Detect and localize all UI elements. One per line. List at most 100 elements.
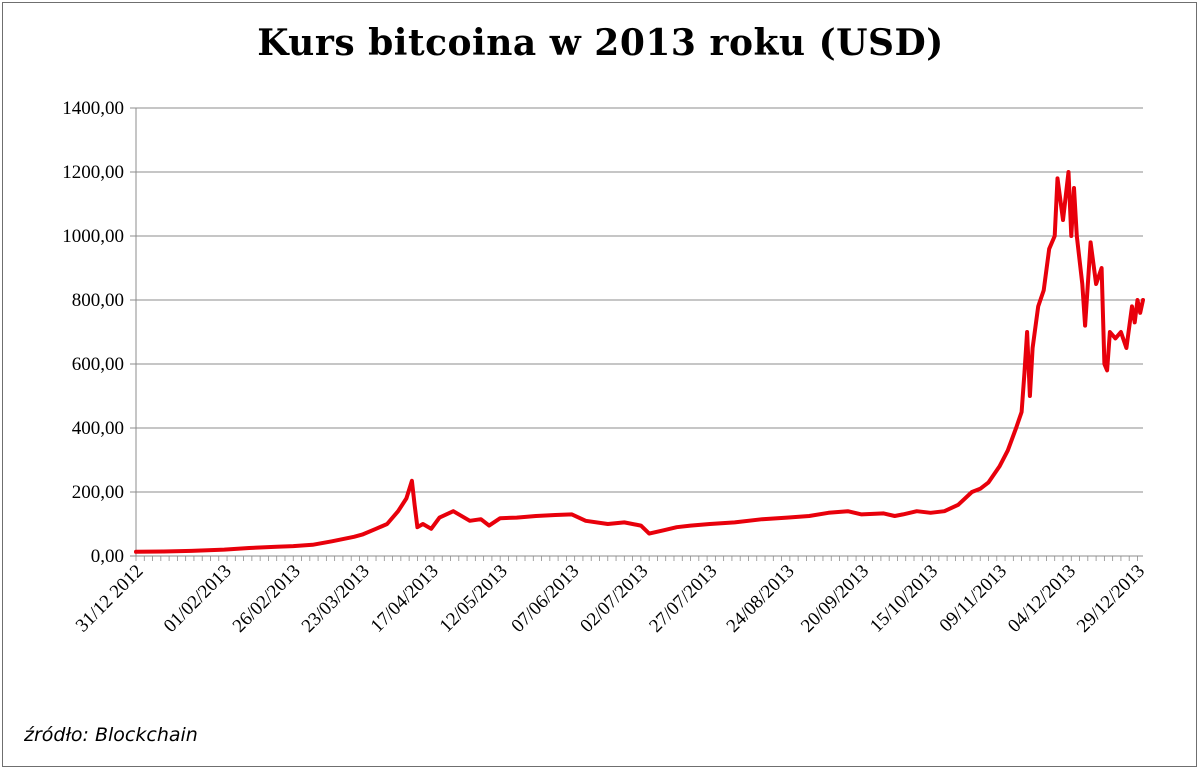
data-point <box>515 516 519 520</box>
data-point <box>986 480 991 484</box>
data-point <box>352 535 356 539</box>
data-point <box>978 487 982 491</box>
data-point <box>893 514 897 518</box>
data-point <box>956 503 960 507</box>
series-line <box>134 170 1145 554</box>
data-point <box>1113 336 1118 340</box>
x-axis-ticks: 31/12 2012 01/02/201326/02/201323/03/2013… <box>72 556 1149 637</box>
data-point <box>1036 304 1040 308</box>
data-point <box>1053 234 1057 238</box>
data-point <box>1133 320 1137 324</box>
y-tick-label: 0,00 <box>91 546 124 567</box>
x-tick-label: 02/07/2013 <box>576 561 652 637</box>
data-point <box>222 548 226 552</box>
series-layer <box>134 170 1145 554</box>
data-point <box>1105 368 1109 372</box>
data-point <box>421 522 425 526</box>
data-point <box>760 517 764 521</box>
data-point <box>396 509 400 513</box>
data-point <box>161 549 166 554</box>
y-tick-label: 800,00 <box>72 290 124 311</box>
data-point <box>404 496 408 500</box>
data-point <box>1088 240 1093 244</box>
data-point <box>688 524 693 528</box>
data-point <box>1061 218 1065 222</box>
data-point <box>275 545 279 549</box>
data-point <box>647 532 651 536</box>
data-point <box>1108 330 1112 334</box>
data-point <box>291 544 295 548</box>
data-point <box>1006 448 1010 452</box>
data-point <box>410 479 414 483</box>
data-point <box>1080 282 1084 286</box>
data-point <box>1094 282 1098 286</box>
data-point <box>1020 410 1024 414</box>
data-point <box>970 490 974 494</box>
data-point <box>733 520 737 525</box>
x-tick-label: 24/08/2013 <box>723 561 799 637</box>
data-point <box>928 511 933 515</box>
data-point <box>330 539 334 543</box>
data-point <box>826 511 831 515</box>
data-point <box>846 509 850 513</box>
data-point <box>479 517 483 521</box>
data-point <box>622 520 626 525</box>
data-point <box>1028 394 1032 398</box>
data-point <box>1124 346 1129 350</box>
data-point <box>498 516 502 520</box>
y-axis-ticks: 0,00 200,00 400,00 600,00 800,00 1000,00 1200,… <box>62 98 136 567</box>
x-tick-label: 20/09/2013 <box>797 561 873 637</box>
data-point <box>1119 330 1123 334</box>
data-point <box>1130 304 1134 308</box>
data-point <box>413 503 417 507</box>
y-tick-label: 400,00 <box>72 418 124 439</box>
data-point <box>189 549 193 553</box>
data-point <box>570 512 574 517</box>
data-point <box>451 509 455 513</box>
x-tick-label: 01/02/2013 <box>160 561 236 637</box>
data-point <box>310 543 315 547</box>
data-point <box>1102 362 1106 366</box>
x-tick-label: 09/11/2013 <box>936 561 1012 637</box>
data-point <box>807 514 811 518</box>
data-point <box>1072 186 1076 190</box>
data-point <box>1100 266 1104 270</box>
data-point <box>675 525 679 529</box>
x-tick-label: 29/12/2013 <box>1073 561 1149 637</box>
y-tick-label: 1400,00 <box>62 98 124 119</box>
data-point <box>606 522 610 526</box>
data-point <box>1022 372 1026 376</box>
data-point <box>1042 288 1046 292</box>
data-point <box>1025 330 1029 334</box>
x-tick-label: 17/04/2013 <box>367 561 443 637</box>
data-point <box>915 509 919 513</box>
data-point <box>1066 170 1071 174</box>
data-point <box>1047 247 1051 251</box>
x-tick-label: 15/10/2013 <box>866 561 942 637</box>
data-point <box>374 527 378 531</box>
data-point <box>997 464 1002 468</box>
data-point <box>1135 298 1140 302</box>
data-point <box>1138 311 1142 315</box>
x-tick-label: 12/05/2013 <box>436 561 512 637</box>
x-tick-label: 27/07/2013 <box>645 561 721 637</box>
data-point <box>468 519 472 523</box>
data-point <box>1055 176 1060 180</box>
x-tick-label: 04/12/2013 <box>1004 561 1080 637</box>
y-tick-label: 200,00 <box>72 482 124 503</box>
data-point <box>708 522 712 526</box>
data-point <box>437 516 442 520</box>
data-point <box>661 528 665 533</box>
data-point <box>859 512 864 517</box>
data-point <box>1014 426 1018 430</box>
x-tick-label: 31/12 2012 <box>72 561 148 637</box>
data-point <box>1083 324 1087 328</box>
source-note: źródło: Blockchain <box>24 724 198 746</box>
y-tick-label: 600,00 <box>72 354 124 375</box>
chart-title: Kurs bitcoina w 2013 roku (USD) <box>257 22 944 64</box>
data-point <box>1075 234 1079 238</box>
data-point <box>134 550 138 554</box>
data-point <box>882 511 886 516</box>
data-point <box>1141 298 1145 302</box>
